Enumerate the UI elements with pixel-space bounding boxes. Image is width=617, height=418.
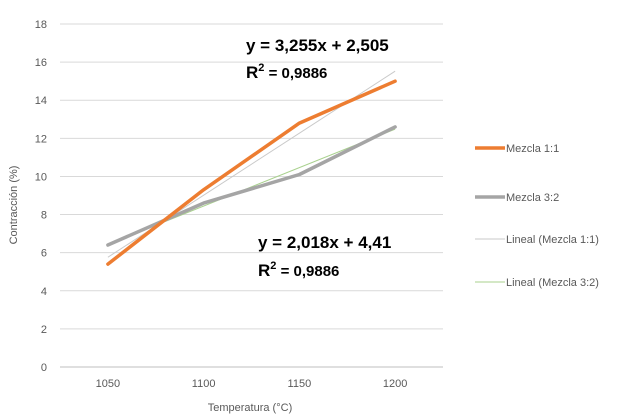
y-tick-2: 2 xyxy=(41,324,47,336)
y-tick-12: 12 xyxy=(35,133,47,145)
y-tick-labels: 0 2 4 6 8 10 12 14 16 18 xyxy=(35,19,47,374)
y-tick-14: 14 xyxy=(35,95,47,107)
y-tick-8: 8 xyxy=(41,210,47,222)
r-squared-2: R2 = 0,9886 xyxy=(258,260,339,280)
r-squared-2-sup: 2 xyxy=(270,260,276,272)
series-lines xyxy=(106,70,397,266)
y-axis-label: Contracción (%) xyxy=(8,166,20,245)
equation-mezcla-1-1: y = 3,255x + 2,505 R2 = 0,9886 xyxy=(246,36,389,82)
x-tick-1150: 1150 xyxy=(288,378,312,390)
r-squared-2-prefix: R xyxy=(258,261,270,280)
r-squared-1-value: = 0,9886 xyxy=(264,65,327,82)
y-tick-18: 18 xyxy=(35,19,47,31)
x-tick-1200: 1200 xyxy=(383,378,407,390)
r-squared-2-value: = 0,9886 xyxy=(276,263,339,280)
series-line-mezcla-1-1 xyxy=(106,79,397,266)
x-tick-1100: 1100 xyxy=(192,378,216,390)
equation-1-text: y = 3,255x + 2,505 xyxy=(246,36,389,55)
r-squared-1-prefix: R xyxy=(246,63,258,82)
legend-label-lineal-mezcla-1-1: Lineal (Mezcla 1:1) xyxy=(506,234,599,246)
legend: Mezcla 1:1 Mezcla 3:2 Lineal (Mezcla 1:1) L… xyxy=(475,143,599,289)
y-tick-6: 6 xyxy=(41,248,47,260)
legend-label-mezcla-1-1: Mezcla 1:1 xyxy=(506,143,559,155)
series-line-mezcla-3-2 xyxy=(106,125,397,247)
legend-label-lineal-mezcla-3-2: Lineal (Mezcla 3:2) xyxy=(506,277,599,289)
r-squared-1-sup: 2 xyxy=(258,62,264,74)
y-tick-0: 0 xyxy=(41,362,47,374)
legend-label-mezcla-3-2: Mezcla 3:2 xyxy=(506,192,559,204)
x-tick-1050: 1050 xyxy=(96,378,120,390)
x-tick-labels: 1050 1100 1150 1200 xyxy=(96,378,408,390)
equation-mezcla-3-2: y = 2,018x + 4,41 R2 = 0,9886 xyxy=(258,233,391,280)
equation-2-text: y = 2,018x + 4,41 xyxy=(258,233,391,252)
r-squared-1: R2 = 0,9886 xyxy=(246,62,327,82)
y-tick-4: 4 xyxy=(41,286,47,298)
y-tick-10: 10 xyxy=(35,171,47,183)
x-axis-label: Temperatura (°C) xyxy=(208,402,292,414)
y-tick-16: 16 xyxy=(35,57,47,69)
